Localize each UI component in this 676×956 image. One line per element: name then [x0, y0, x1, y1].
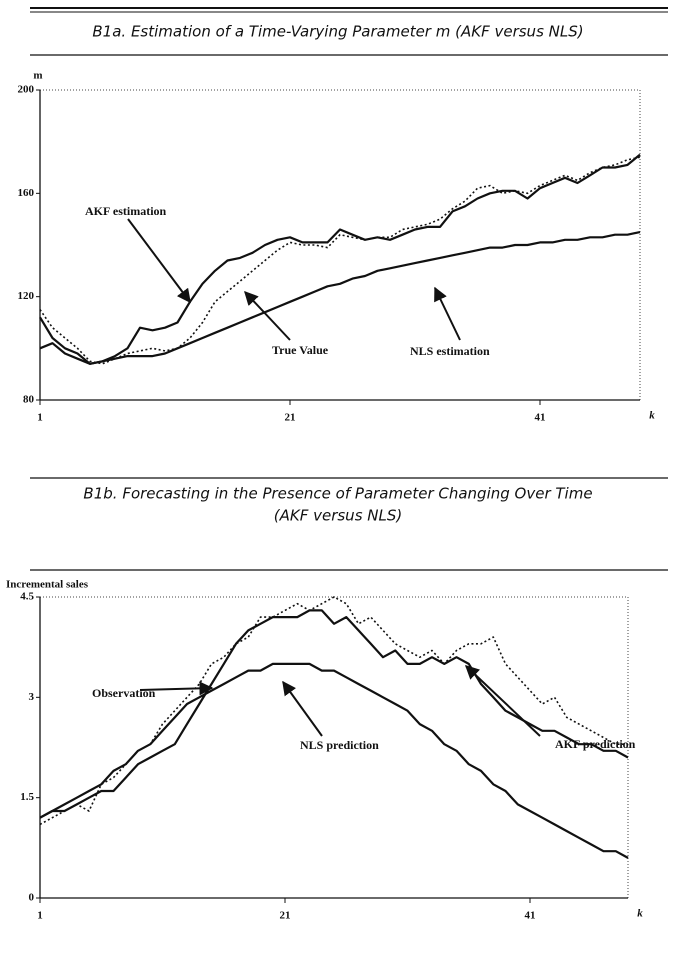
- y-tick-label: 3: [29, 691, 35, 703]
- y-axis-label: Incremental sales: [6, 579, 89, 591]
- x-tick-label: 21: [285, 412, 296, 424]
- chart-subtitle: (AKF versus NLS): [274, 507, 402, 525]
- x-axis-label: k: [649, 410, 655, 422]
- annotation: True Value: [272, 343, 329, 357]
- y-tick-label: 200: [18, 84, 35, 96]
- annotation-arrow: [139, 681, 214, 696]
- line-series: [39, 231, 641, 365]
- y-tick-label: 1.5: [20, 791, 34, 803]
- x-tick-label: 1: [37, 412, 43, 424]
- annotation-arrow: [464, 665, 541, 737]
- annotation-arrow: [434, 286, 461, 341]
- annotation: Observation: [92, 686, 156, 700]
- x-tick-label: 1: [37, 910, 43, 922]
- annotation: NLS prediction: [300, 738, 379, 752]
- annotation-arrow: [244, 290, 291, 341]
- y-tick-label: 120: [18, 290, 35, 302]
- y-tick-label: 0: [29, 892, 35, 904]
- annotation: AKF prediction: [555, 737, 636, 751]
- line-series: [39, 609, 629, 819]
- y-tick-label: 4.5: [20, 591, 34, 603]
- y-axis-label: m: [33, 70, 42, 82]
- line-series: [39, 596, 628, 826]
- annotation: NLS estimation: [410, 344, 490, 358]
- x-tick-label: 21: [280, 910, 291, 922]
- x-axis-label: k: [637, 908, 643, 920]
- chart-title: B1b. Forecasting in the Presence of Para…: [83, 485, 592, 503]
- x-tick-label: 41: [535, 412, 546, 424]
- annotation: AKF estimation: [85, 204, 167, 218]
- line-series: [39, 662, 629, 859]
- annotation-arrow: [282, 680, 323, 737]
- y-tick-label: 160: [18, 187, 35, 199]
- line-series: [39, 156, 641, 365]
- chart-title: B1a. Estimation of a Time-Varying Parame…: [92, 23, 583, 41]
- annotation-arrow: [127, 218, 191, 304]
- y-tick-label: 80: [23, 394, 35, 406]
- line-series: [39, 153, 641, 365]
- x-tick-label: 41: [525, 910, 536, 922]
